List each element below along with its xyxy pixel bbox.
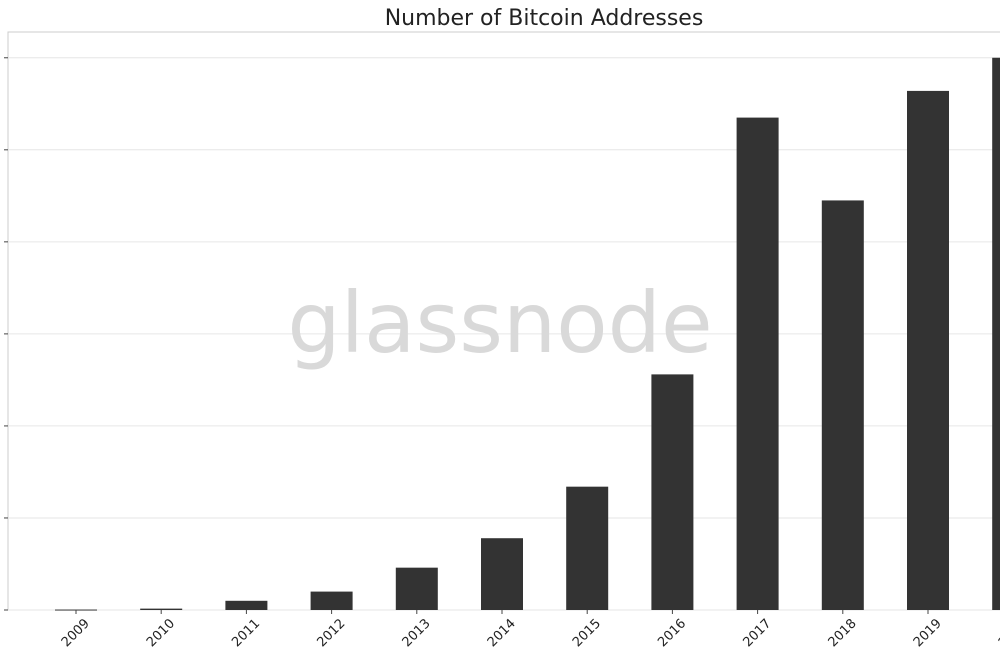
x-tick-label: 2016 xyxy=(655,616,689,650)
x-tick-label: 2018 xyxy=(826,616,860,650)
bar-2010 xyxy=(140,608,183,610)
x-tick-label: 2015 xyxy=(570,616,604,650)
x-tick-label: 2017 xyxy=(740,616,774,650)
bar-2011 xyxy=(225,600,268,610)
x-tick-label: 2013 xyxy=(400,616,434,650)
x-tick-label: 2010 xyxy=(144,616,178,650)
bar-2019 xyxy=(907,90,949,610)
x-tick-label: 2019 xyxy=(911,616,945,650)
chart-title: Number of Bitcoin Addresses xyxy=(385,6,704,31)
x-tick-label: 2014 xyxy=(485,616,519,650)
bar-2016 xyxy=(651,374,694,610)
bar-2018 xyxy=(821,200,864,610)
x-tick-label: 2012 xyxy=(314,616,348,650)
watermark: glassnode xyxy=(287,274,712,372)
bars xyxy=(55,57,1000,611)
bar-2014 xyxy=(481,538,523,610)
x-tick-label: 2009 xyxy=(59,616,93,650)
x-tick-label: 2011 xyxy=(229,616,263,650)
x-tick-label: 2020 xyxy=(996,616,1000,650)
bar-2020 xyxy=(992,57,1000,611)
bar-2012 xyxy=(310,591,353,610)
bar-2017 xyxy=(736,117,779,610)
x-axis-labels: 2009 2010 2011 2012 2013 2014 2015 2016 2017 2018… xyxy=(59,610,1000,650)
y-axis-ticks xyxy=(4,57,8,611)
bar-2013 xyxy=(395,567,438,610)
bar-2015 xyxy=(566,486,609,610)
